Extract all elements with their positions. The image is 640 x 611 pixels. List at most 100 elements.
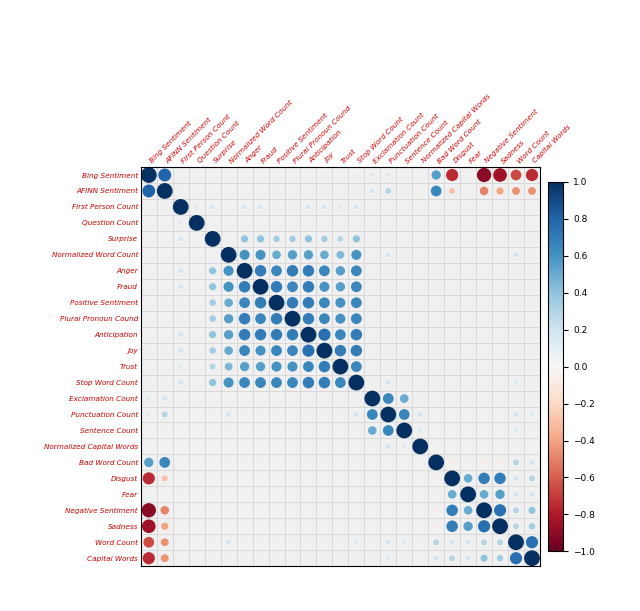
- Circle shape: [304, 362, 313, 371]
- Circle shape: [161, 555, 168, 562]
- Circle shape: [337, 283, 344, 291]
- Circle shape: [210, 300, 215, 306]
- Circle shape: [143, 553, 154, 563]
- Circle shape: [180, 318, 182, 320]
- Circle shape: [240, 298, 249, 307]
- Circle shape: [276, 190, 277, 192]
- Circle shape: [383, 426, 393, 435]
- Circle shape: [467, 207, 469, 208]
- Circle shape: [141, 168, 156, 182]
- Circle shape: [308, 462, 309, 463]
- Circle shape: [435, 382, 437, 383]
- Circle shape: [336, 298, 345, 307]
- Circle shape: [371, 189, 374, 192]
- Circle shape: [290, 236, 295, 241]
- Circle shape: [244, 398, 245, 399]
- Circle shape: [301, 327, 316, 342]
- Circle shape: [196, 206, 198, 208]
- Circle shape: [467, 557, 470, 560]
- Circle shape: [221, 247, 236, 262]
- Circle shape: [337, 252, 344, 258]
- Circle shape: [531, 461, 533, 464]
- Circle shape: [339, 206, 342, 208]
- Circle shape: [531, 493, 533, 496]
- Circle shape: [387, 445, 390, 448]
- Circle shape: [210, 316, 215, 321]
- Circle shape: [288, 282, 297, 291]
- Circle shape: [164, 446, 165, 447]
- Circle shape: [387, 557, 389, 559]
- Circle shape: [365, 392, 380, 406]
- Circle shape: [323, 205, 326, 208]
- Circle shape: [509, 535, 524, 549]
- Circle shape: [387, 381, 390, 384]
- Circle shape: [240, 346, 249, 356]
- Circle shape: [162, 524, 168, 529]
- Circle shape: [305, 251, 312, 259]
- Circle shape: [479, 474, 489, 483]
- Circle shape: [276, 414, 277, 415]
- Circle shape: [189, 216, 204, 230]
- Circle shape: [276, 557, 277, 559]
- Circle shape: [324, 174, 325, 176]
- Circle shape: [336, 315, 345, 323]
- Circle shape: [148, 302, 149, 303]
- Circle shape: [239, 330, 250, 340]
- Circle shape: [403, 445, 405, 447]
- Circle shape: [531, 286, 532, 288]
- Circle shape: [467, 462, 469, 463]
- Circle shape: [164, 302, 166, 304]
- Circle shape: [228, 398, 229, 399]
- Circle shape: [307, 205, 310, 208]
- Circle shape: [244, 462, 245, 463]
- Circle shape: [465, 507, 472, 514]
- Circle shape: [308, 541, 309, 543]
- Circle shape: [271, 313, 282, 324]
- Circle shape: [429, 455, 444, 470]
- Circle shape: [242, 236, 248, 242]
- Circle shape: [447, 521, 457, 532]
- Circle shape: [210, 332, 216, 337]
- Circle shape: [404, 382, 405, 383]
- Circle shape: [160, 458, 170, 467]
- Circle shape: [432, 171, 440, 179]
- Circle shape: [530, 476, 534, 480]
- Circle shape: [287, 330, 298, 340]
- Circle shape: [388, 238, 389, 240]
- Circle shape: [336, 378, 345, 387]
- Circle shape: [163, 476, 167, 480]
- Circle shape: [173, 200, 188, 214]
- Circle shape: [239, 282, 250, 292]
- Circle shape: [272, 362, 281, 371]
- Circle shape: [224, 378, 233, 387]
- Circle shape: [164, 382, 166, 383]
- Circle shape: [435, 525, 437, 527]
- Circle shape: [531, 350, 532, 351]
- Circle shape: [287, 266, 298, 276]
- Circle shape: [163, 397, 166, 400]
- Circle shape: [369, 427, 376, 434]
- Circle shape: [303, 298, 314, 308]
- Circle shape: [434, 540, 438, 544]
- Circle shape: [145, 458, 153, 466]
- Circle shape: [256, 314, 265, 323]
- Circle shape: [324, 414, 325, 415]
- Circle shape: [288, 346, 297, 356]
- Circle shape: [239, 313, 250, 324]
- Circle shape: [529, 524, 534, 529]
- Circle shape: [451, 541, 454, 544]
- Circle shape: [447, 170, 458, 180]
- Circle shape: [431, 186, 441, 196]
- Circle shape: [403, 190, 405, 192]
- Circle shape: [527, 170, 538, 180]
- Circle shape: [180, 494, 181, 495]
- Circle shape: [450, 189, 454, 193]
- Circle shape: [257, 363, 264, 370]
- Circle shape: [260, 462, 261, 463]
- Circle shape: [515, 286, 516, 288]
- Circle shape: [351, 330, 362, 340]
- Circle shape: [243, 205, 246, 208]
- Circle shape: [255, 266, 266, 276]
- Circle shape: [514, 524, 518, 529]
- Circle shape: [272, 266, 281, 276]
